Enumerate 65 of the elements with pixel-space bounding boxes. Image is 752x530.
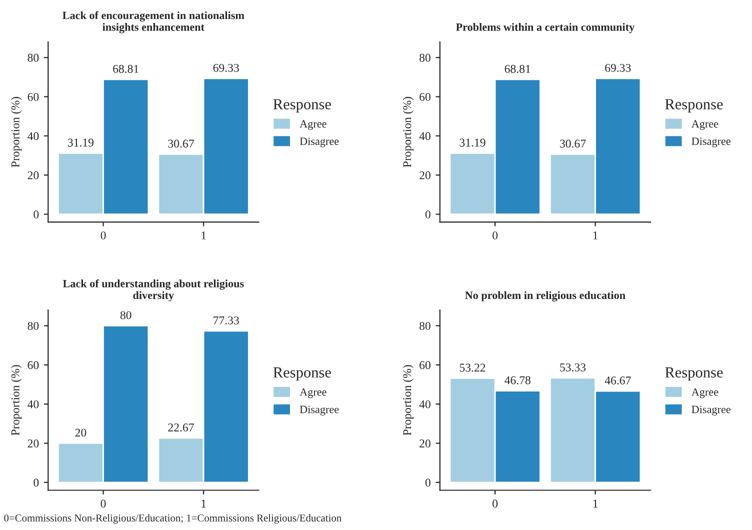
data-label: 31.19: [460, 138, 486, 147]
x-tick-label: 1: [593, 231, 598, 240]
data-label: 68.81: [504, 64, 530, 73]
data-label: 46.78: [504, 376, 530, 384]
legend-label: Disagree: [692, 406, 730, 416]
y-axis-title: Proportion (%): [11, 365, 22, 436]
legend-label: Disagree: [692, 138, 730, 148]
chart-title: No problem in religious education: [465, 291, 626, 302]
legend-title: Response: [665, 99, 723, 112]
data-label: 20: [75, 428, 86, 437]
y-tick-label: 60: [28, 92, 39, 101]
chart-title: Lack of encouragement in nationalism insights enhancement: [62, 11, 244, 34]
y-tick-label: 40: [419, 400, 430, 408]
y-tick-label: 80: [28, 54, 39, 62]
data-label: 30.67: [560, 140, 586, 148]
y-tick-label: 80: [420, 322, 430, 330]
legend-label: Agree: [691, 388, 718, 398]
y-tick-label: 0: [425, 478, 430, 487]
data-label: 30.67: [168, 140, 194, 148]
text: 0=Commissions Non-Religious/Education; 1=Commissions Religious/Education: [4, 514, 342, 524]
data-label: 53.33: [560, 363, 586, 372]
y-tick-label: 40: [419, 132, 430, 140]
x-tick-label: 0: [100, 231, 106, 240]
y-tick-label: 80: [28, 322, 39, 330]
y-tick-label: 20: [28, 439, 39, 448]
legend-title: Response: [665, 367, 723, 381]
y-axis-title: Proportion (%): [402, 365, 414, 436]
legend-title: Response: [273, 99, 331, 112]
data-label: 46.67: [604, 376, 631, 384]
chart-title: Lack of understanding about religious diversity: [62, 279, 244, 302]
data-label: 80: [120, 311, 132, 320]
y-tick-label: 20: [420, 439, 430, 448]
data-label: 53.22: [460, 364, 486, 372]
legend-title: Response: [273, 367, 331, 381]
y-tick-label: 40: [28, 132, 39, 140]
x-tick-label: 0: [492, 231, 498, 240]
y-tick-label: 0: [425, 210, 430, 218]
x-tick-label: 1: [202, 500, 206, 508]
y-tick-label: 0: [34, 210, 39, 218]
data-label: 69.33: [605, 64, 631, 72]
y-tick-label: 20: [28, 171, 39, 180]
data-label: 31.19: [68, 138, 94, 147]
y-tick-label: 0: [34, 478, 39, 487]
legend-label: Agree: [300, 388, 326, 398]
y-tick-label: 60: [420, 361, 430, 370]
y-axis-title: Proportion (%): [11, 96, 22, 168]
x-tick-label: 1: [593, 500, 598, 508]
chart-title: Problems within a certain community: [456, 23, 634, 34]
y-axis-title: Proportion (%): [402, 96, 414, 168]
y-tick-label: 60: [28, 361, 39, 370]
legend-label: Disagree: [300, 138, 339, 148]
x-tick-label: 1: [202, 231, 206, 240]
legend-label: Agree: [691, 120, 718, 130]
y-tick-label: 60: [420, 92, 430, 101]
data-label: 69.33: [213, 64, 239, 72]
x-tick-label: 0: [100, 500, 106, 508]
data-label: 22.67: [168, 424, 194, 432]
legend-label: Disagree: [300, 406, 339, 416]
y-tick-label: 80: [420, 54, 430, 62]
data-label: 68.81: [113, 64, 138, 73]
data-label: 77.33: [214, 316, 239, 324]
legend-label: Agree: [300, 120, 326, 130]
x-tick-label: 0: [492, 500, 498, 508]
y-tick-label: 40: [28, 400, 39, 408]
y-tick-label: 20: [420, 171, 430, 180]
